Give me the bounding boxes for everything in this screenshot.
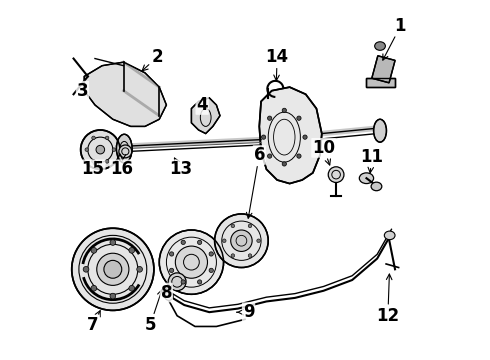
Circle shape: [92, 159, 96, 163]
Circle shape: [159, 230, 223, 294]
Circle shape: [222, 239, 226, 243]
Circle shape: [170, 268, 174, 273]
Circle shape: [110, 293, 116, 299]
Circle shape: [129, 248, 135, 253]
Bar: [372, 56, 395, 83]
Text: 5: 5: [145, 316, 156, 334]
Circle shape: [92, 136, 96, 140]
Circle shape: [197, 280, 202, 284]
Circle shape: [105, 159, 109, 163]
Ellipse shape: [371, 182, 382, 191]
Text: 8: 8: [161, 284, 172, 302]
Circle shape: [83, 266, 89, 272]
Circle shape: [85, 148, 89, 152]
Circle shape: [119, 145, 132, 158]
Circle shape: [96, 145, 104, 154]
Circle shape: [81, 130, 120, 169]
Circle shape: [112, 148, 116, 152]
Circle shape: [282, 108, 287, 112]
Circle shape: [303, 135, 307, 139]
Text: 9: 9: [243, 303, 254, 321]
Text: 13: 13: [169, 160, 192, 178]
Text: 3: 3: [76, 82, 88, 100]
Circle shape: [165, 292, 173, 300]
Circle shape: [328, 167, 344, 183]
Circle shape: [104, 260, 122, 278]
Circle shape: [297, 116, 301, 120]
Circle shape: [231, 230, 252, 251]
Circle shape: [91, 285, 97, 291]
Text: 6: 6: [253, 146, 265, 164]
Circle shape: [91, 248, 97, 253]
Bar: [367, 78, 395, 87]
Circle shape: [72, 228, 154, 310]
Circle shape: [175, 246, 207, 278]
Circle shape: [282, 162, 287, 166]
Circle shape: [168, 273, 186, 291]
Text: 2: 2: [152, 48, 163, 66]
Circle shape: [215, 214, 268, 267]
Circle shape: [248, 254, 252, 257]
Text: 11: 11: [360, 148, 383, 166]
Circle shape: [197, 240, 202, 244]
Ellipse shape: [359, 173, 373, 184]
Circle shape: [110, 240, 116, 246]
Text: 4: 4: [196, 96, 208, 114]
Circle shape: [262, 135, 266, 139]
Text: 14: 14: [266, 48, 289, 66]
Circle shape: [231, 224, 235, 228]
Text: 1: 1: [394, 17, 406, 35]
Text: 15: 15: [82, 160, 105, 178]
Polygon shape: [84, 62, 167, 126]
Circle shape: [105, 136, 109, 140]
Circle shape: [248, 224, 252, 228]
Text: 7: 7: [87, 316, 99, 334]
Ellipse shape: [375, 42, 386, 50]
Circle shape: [231, 254, 235, 257]
Ellipse shape: [117, 134, 132, 163]
Circle shape: [257, 239, 260, 243]
Circle shape: [209, 268, 213, 273]
Circle shape: [129, 285, 135, 291]
Circle shape: [297, 154, 301, 158]
Ellipse shape: [384, 231, 395, 240]
Circle shape: [209, 252, 213, 256]
Bar: [372, 56, 395, 83]
Circle shape: [181, 240, 185, 244]
Bar: [367, 78, 395, 87]
Circle shape: [170, 252, 174, 256]
Circle shape: [181, 280, 185, 284]
Text: 12: 12: [376, 307, 399, 325]
Circle shape: [268, 116, 272, 120]
Polygon shape: [192, 98, 220, 134]
Ellipse shape: [373, 119, 387, 142]
Polygon shape: [259, 87, 322, 184]
Circle shape: [97, 253, 129, 285]
Circle shape: [268, 154, 272, 158]
Text: 16: 16: [110, 160, 133, 178]
Circle shape: [137, 266, 143, 272]
Text: 10: 10: [312, 139, 335, 157]
